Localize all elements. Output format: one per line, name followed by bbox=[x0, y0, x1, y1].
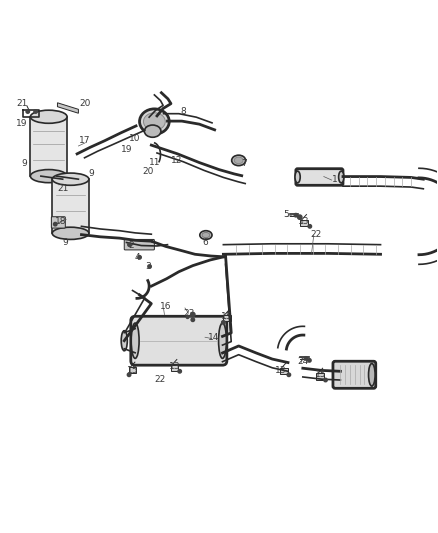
Circle shape bbox=[324, 378, 327, 382]
Text: 22: 22 bbox=[310, 230, 321, 239]
Text: 14: 14 bbox=[208, 333, 219, 342]
Text: 22: 22 bbox=[155, 375, 166, 384]
Text: 13: 13 bbox=[169, 361, 180, 370]
Ellipse shape bbox=[52, 173, 89, 185]
Ellipse shape bbox=[219, 323, 226, 358]
Text: 23: 23 bbox=[184, 309, 195, 318]
Circle shape bbox=[304, 357, 307, 360]
Ellipse shape bbox=[131, 323, 139, 358]
Ellipse shape bbox=[339, 171, 344, 183]
Text: 15: 15 bbox=[315, 370, 326, 379]
Ellipse shape bbox=[30, 169, 67, 183]
Text: 9: 9 bbox=[88, 169, 94, 179]
Ellipse shape bbox=[30, 110, 67, 123]
Circle shape bbox=[191, 318, 194, 321]
Text: 21: 21 bbox=[57, 184, 69, 193]
Text: 2: 2 bbox=[128, 241, 134, 250]
Text: 18: 18 bbox=[55, 217, 66, 226]
Ellipse shape bbox=[145, 125, 161, 138]
Text: 13: 13 bbox=[275, 366, 287, 375]
Text: 12: 12 bbox=[171, 156, 183, 165]
Text: 11: 11 bbox=[148, 158, 160, 167]
Text: 24: 24 bbox=[297, 357, 308, 366]
Ellipse shape bbox=[202, 232, 210, 238]
Text: 21: 21 bbox=[16, 99, 27, 108]
FancyBboxPatch shape bbox=[333, 361, 376, 389]
Text: 9: 9 bbox=[63, 238, 68, 247]
FancyBboxPatch shape bbox=[124, 239, 154, 250]
Text: 1: 1 bbox=[332, 175, 338, 184]
Bar bbox=[170, 365, 178, 371]
Text: 15: 15 bbox=[127, 366, 139, 375]
Ellipse shape bbox=[200, 231, 212, 239]
Text: 5: 5 bbox=[283, 211, 289, 220]
Circle shape bbox=[222, 321, 225, 324]
FancyBboxPatch shape bbox=[30, 117, 67, 176]
FancyBboxPatch shape bbox=[52, 179, 89, 233]
Text: 13: 13 bbox=[298, 217, 310, 226]
Text: 16: 16 bbox=[160, 302, 172, 311]
Bar bbox=[280, 368, 288, 374]
Text: 6: 6 bbox=[202, 238, 208, 247]
Circle shape bbox=[294, 213, 297, 217]
Circle shape bbox=[148, 265, 151, 268]
Bar bbox=[316, 374, 324, 379]
Circle shape bbox=[128, 243, 131, 246]
Ellipse shape bbox=[232, 155, 246, 166]
Circle shape bbox=[297, 215, 302, 220]
Bar bbox=[129, 367, 137, 374]
Polygon shape bbox=[57, 103, 78, 113]
FancyBboxPatch shape bbox=[296, 169, 343, 185]
Text: 3: 3 bbox=[145, 262, 151, 271]
Circle shape bbox=[127, 373, 131, 376]
Circle shape bbox=[191, 312, 195, 317]
Text: 9: 9 bbox=[21, 159, 27, 168]
Circle shape bbox=[34, 110, 37, 113]
Text: 20: 20 bbox=[79, 99, 91, 108]
Circle shape bbox=[53, 222, 57, 226]
Text: 8: 8 bbox=[180, 107, 186, 116]
Ellipse shape bbox=[295, 171, 300, 183]
Text: 19: 19 bbox=[16, 119, 28, 128]
Ellipse shape bbox=[140, 109, 169, 134]
Text: 20: 20 bbox=[143, 167, 154, 176]
Circle shape bbox=[138, 256, 141, 259]
Text: 4: 4 bbox=[134, 253, 140, 262]
Circle shape bbox=[308, 224, 311, 228]
FancyBboxPatch shape bbox=[51, 217, 65, 228]
Circle shape bbox=[26, 110, 29, 113]
Circle shape bbox=[287, 373, 290, 376]
Text: 10: 10 bbox=[129, 134, 141, 143]
Circle shape bbox=[178, 369, 181, 373]
Ellipse shape bbox=[368, 364, 375, 386]
Ellipse shape bbox=[52, 227, 89, 239]
Text: 19: 19 bbox=[121, 145, 132, 154]
Text: 7: 7 bbox=[241, 159, 247, 168]
FancyBboxPatch shape bbox=[131, 316, 227, 365]
Ellipse shape bbox=[144, 113, 165, 130]
Bar bbox=[223, 315, 231, 321]
Text: 17: 17 bbox=[79, 136, 91, 146]
Circle shape bbox=[307, 359, 311, 362]
Ellipse shape bbox=[234, 157, 243, 164]
Text: 15: 15 bbox=[221, 312, 233, 321]
Circle shape bbox=[186, 316, 189, 318]
Bar bbox=[300, 220, 308, 226]
Ellipse shape bbox=[121, 330, 127, 351]
